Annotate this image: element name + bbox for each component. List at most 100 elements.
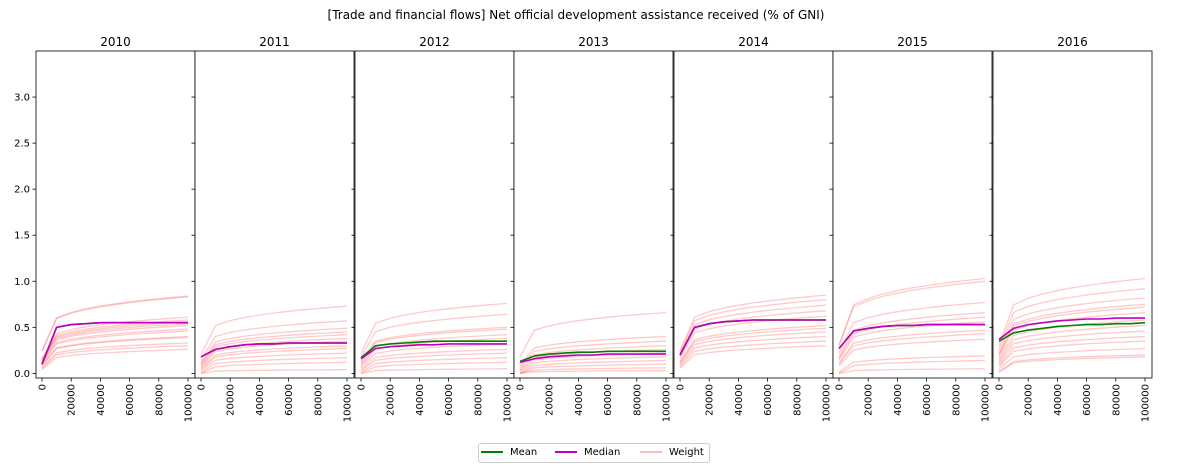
x-tick-label: 80000 bbox=[313, 384, 324, 416]
x-tick-label: 80000 bbox=[632, 384, 643, 416]
weight-line bbox=[360, 352, 508, 372]
weight-line bbox=[519, 311, 667, 358]
panel-title: 2013 bbox=[578, 35, 609, 49]
x-tick-label: 100000 bbox=[343, 384, 354, 422]
weight-line bbox=[679, 324, 827, 362]
x-tick-label: 0 bbox=[995, 384, 1006, 390]
weight-line bbox=[200, 305, 348, 355]
weight-line bbox=[200, 357, 348, 374]
median-line bbox=[519, 353, 666, 364]
weight-line bbox=[998, 330, 1146, 364]
x-tick-label: 60000 bbox=[125, 384, 136, 416]
median-line bbox=[41, 321, 188, 365]
x-tick-label: 80000 bbox=[1111, 384, 1122, 416]
weight-line bbox=[360, 343, 508, 369]
panel-title: 2011 bbox=[259, 35, 290, 49]
x-tick-label: 20000 bbox=[386, 384, 397, 416]
weight-line bbox=[360, 361, 508, 374]
weight-line bbox=[41, 324, 189, 362]
median-line bbox=[679, 319, 826, 356]
x-tick-label: 60000 bbox=[603, 384, 614, 416]
weight-line bbox=[838, 368, 986, 375]
panel-2014: 2014 0 20000 40000 60000 80000 100000 bbox=[670, 35, 834, 422]
weight-line bbox=[679, 304, 827, 355]
x-tick-label: 100000 bbox=[503, 384, 514, 422]
weight-line bbox=[360, 326, 508, 363]
weight-line bbox=[679, 345, 827, 369]
weight-line bbox=[41, 319, 189, 360]
weight-line bbox=[200, 361, 348, 374]
plot-frame bbox=[832, 50, 993, 379]
weight-line bbox=[838, 359, 986, 374]
y-tick-label: 0.0 bbox=[14, 369, 30, 380]
legend-label-median: Median bbox=[584, 447, 621, 458]
x-tick-label: 0 bbox=[197, 384, 208, 390]
x-tick-label: 20000 bbox=[1024, 384, 1035, 416]
panel-title: 2015 bbox=[897, 35, 928, 49]
legend-item-median: Median bbox=[555, 447, 620, 459]
legend-swatch-mean bbox=[481, 451, 503, 453]
weight-line bbox=[200, 345, 348, 369]
x-tick-label: 0 bbox=[38, 384, 49, 390]
weight-line bbox=[838, 321, 986, 361]
panel-2016: 2016 0 20000 40000 60000 80000 100000 bbox=[989, 35, 1153, 422]
x-tick-label: 80000 bbox=[951, 384, 962, 416]
x-tick-label: 0 bbox=[516, 384, 527, 390]
weight-line bbox=[360, 348, 508, 371]
plot-area bbox=[355, 51, 514, 378]
x-tick-label: 40000 bbox=[415, 384, 426, 416]
weight-line bbox=[200, 369, 348, 375]
weight-line bbox=[519, 340, 667, 368]
median-line bbox=[200, 342, 347, 358]
x-tick-label: 100000 bbox=[822, 384, 833, 422]
legend-label-mean: Mean bbox=[510, 447, 538, 458]
chart-title: [Trade and financial flows] Net official… bbox=[328, 8, 825, 22]
weight-line bbox=[679, 335, 827, 366]
y-tick-label: 3.0 bbox=[14, 93, 30, 104]
legend-swatch-weight bbox=[640, 451, 662, 453]
weight-line bbox=[200, 347, 348, 370]
plot-frame bbox=[194, 50, 355, 379]
weight-line bbox=[360, 368, 508, 375]
x-tick-label: 60000 bbox=[1082, 384, 1093, 416]
legend-item-mean: Mean bbox=[481, 447, 537, 459]
x-tick-label: 40000 bbox=[574, 384, 585, 416]
plot-area bbox=[514, 51, 673, 378]
panel-title: 2014 bbox=[738, 35, 769, 49]
x-tick-label: 80000 bbox=[792, 384, 803, 416]
weight-line bbox=[838, 277, 986, 346]
plot-area bbox=[674, 51, 833, 378]
weight-line bbox=[679, 310, 827, 357]
weight-line bbox=[360, 302, 508, 354]
weight-line bbox=[519, 367, 667, 375]
weight-line bbox=[200, 340, 348, 368]
weight-line bbox=[838, 311, 986, 358]
weight-line bbox=[998, 288, 1146, 349]
weight-line bbox=[200, 331, 348, 364]
mean-line bbox=[998, 321, 1146, 342]
y-tick-label: 2.0 bbox=[14, 185, 30, 196]
legend-item-weight: Weight bbox=[640, 447, 704, 459]
x-tick-label: 60000 bbox=[763, 384, 774, 416]
weight-line bbox=[998, 311, 1146, 358]
plot-frame bbox=[992, 50, 1153, 379]
weight-line bbox=[519, 335, 667, 366]
weight-line bbox=[519, 363, 667, 375]
panels-group: 2010 0.0 0.5 1.0 1.5 2.0 2.5 3.0 0 20000 40000 6000… bbox=[14, 35, 1153, 422]
weight-line bbox=[998, 347, 1146, 370]
weight-line bbox=[998, 340, 1146, 368]
panel-2012: 2012 0 20000 40000 60000 80000 100000 bbox=[351, 35, 515, 422]
x-tick-label: 80000 bbox=[154, 384, 165, 416]
legend-swatch-median bbox=[555, 451, 577, 453]
weight-line bbox=[200, 320, 348, 360]
x-tick-label: 0 bbox=[835, 384, 846, 390]
weight-line bbox=[41, 295, 189, 352]
plot-area bbox=[833, 51, 992, 378]
weight-line bbox=[838, 301, 986, 354]
weight-line bbox=[998, 297, 1146, 352]
weight-line bbox=[200, 334, 348, 365]
weight-line bbox=[998, 303, 1146, 355]
weight-line bbox=[360, 357, 508, 374]
median-line bbox=[360, 343, 507, 360]
